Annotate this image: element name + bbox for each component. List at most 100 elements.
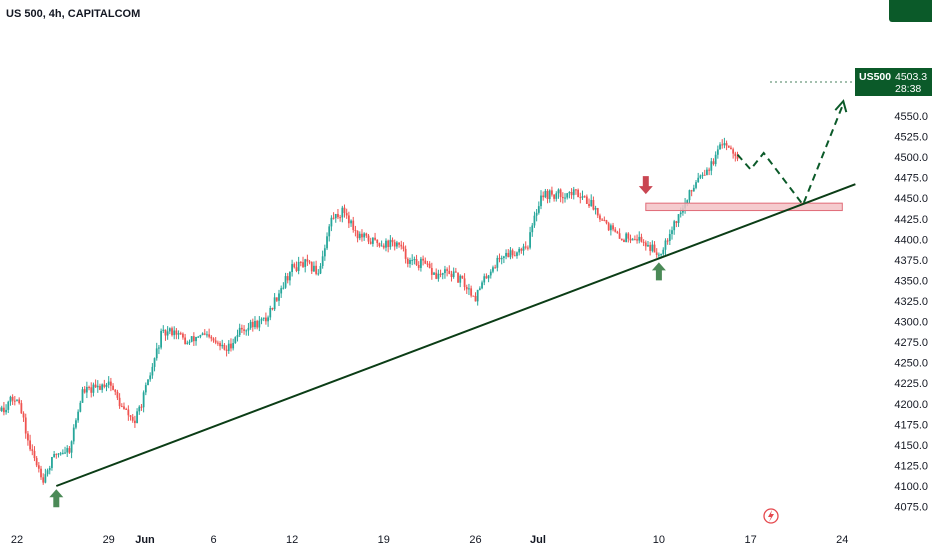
candle-body [581, 196, 584, 198]
candle-body [712, 161, 715, 165]
candle-body [306, 259, 309, 262]
candle-body [317, 273, 320, 275]
candle-body [603, 219, 606, 221]
candle-body [223, 344, 226, 350]
candle-body [116, 391, 119, 398]
candle-body [736, 156, 739, 159]
candle-body [507, 252, 510, 258]
candle-body [249, 321, 252, 328]
candle-body [304, 259, 307, 267]
candle-body [118, 397, 121, 407]
candle-body [221, 344, 224, 347]
candle-body [265, 317, 267, 322]
projection-arrowhead [834, 99, 848, 113]
candle-body [625, 233, 628, 243]
candle-body [398, 242, 400, 245]
candle-body [171, 328, 173, 336]
x-tick-label: Jun [135, 534, 155, 546]
candle-body [254, 320, 256, 328]
candle-body [400, 244, 403, 247]
candle-body [623, 240, 625, 243]
candle-body [444, 269, 446, 274]
candle-body [561, 196, 564, 199]
candle-body [323, 248, 326, 257]
candle-body [232, 343, 235, 349]
candle-body [537, 206, 540, 213]
candle-body [184, 337, 187, 344]
candle-body [376, 239, 379, 244]
candle-body [162, 329, 165, 331]
candle-body [450, 273, 453, 278]
candle-body [688, 190, 691, 201]
candle-body [655, 252, 658, 255]
candle-body [629, 238, 632, 241]
candle-body [609, 225, 612, 231]
candle-body [44, 474, 47, 483]
x-tick-label: 6 [210, 534, 216, 546]
candle-body [555, 193, 558, 199]
candle-body [356, 230, 359, 239]
candle-body [16, 399, 18, 401]
candle-body [166, 331, 169, 336]
candle-body [483, 276, 486, 283]
candle-body [42, 477, 45, 483]
candle-body [101, 384, 104, 390]
candle-body [358, 233, 361, 239]
candle-body [437, 273, 440, 279]
candle-body [524, 246, 527, 248]
candle-body [446, 269, 449, 271]
candle-body [369, 241, 372, 244]
down-arrow-icon [638, 176, 653, 195]
candle-body [568, 192, 571, 194]
candle-body [182, 333, 184, 338]
candle-body [140, 406, 143, 408]
candle-body [99, 385, 101, 390]
candle-body [585, 196, 588, 204]
candle-body [644, 242, 647, 247]
candle-body [109, 381, 112, 386]
candle-body [461, 275, 464, 279]
candle-body [240, 327, 243, 330]
candle-body [496, 257, 499, 268]
candle-body [428, 263, 431, 268]
candle-body [673, 221, 676, 231]
candle-body [308, 261, 311, 263]
candle-body [129, 415, 132, 417]
candle-body [511, 250, 514, 256]
candle-body [136, 411, 138, 424]
y-tick-label: 4250.0 [894, 358, 928, 370]
current-price-badge: US500 4503.3 28:38 [855, 68, 932, 96]
candle-body [151, 366, 154, 376]
support-trendline [55, 183, 856, 487]
candle-body [468, 288, 470, 290]
candle-body [66, 448, 69, 453]
candle-body [721, 144, 724, 146]
candle-body [339, 217, 342, 219]
candle-body [289, 272, 291, 281]
candle-body [404, 248, 407, 259]
candle-body [732, 149, 735, 154]
candle-body [164, 329, 167, 336]
candle-body [260, 318, 263, 321]
candle-body [92, 384, 95, 393]
candle-body [46, 470, 49, 475]
candle-body [697, 177, 700, 183]
candle-body [112, 385, 114, 390]
candle-body [557, 189, 560, 194]
lightning-icon [763, 508, 779, 524]
y-tick-label: 4500.0 [894, 152, 928, 164]
candle-body [551, 190, 553, 195]
candle-body [147, 379, 149, 386]
candle-body [144, 385, 147, 393]
candle-body [343, 207, 346, 213]
candle-body [190, 336, 193, 342]
candle-body [588, 203, 590, 207]
candle-body [426, 263, 429, 265]
candle-body [422, 258, 424, 261]
y-tick-label: 4375.0 [894, 255, 928, 267]
candle-body [77, 411, 80, 421]
candle-body [636, 239, 638, 241]
candle-body [548, 190, 551, 200]
candle-body [203, 333, 206, 335]
candle-body [487, 275, 490, 279]
